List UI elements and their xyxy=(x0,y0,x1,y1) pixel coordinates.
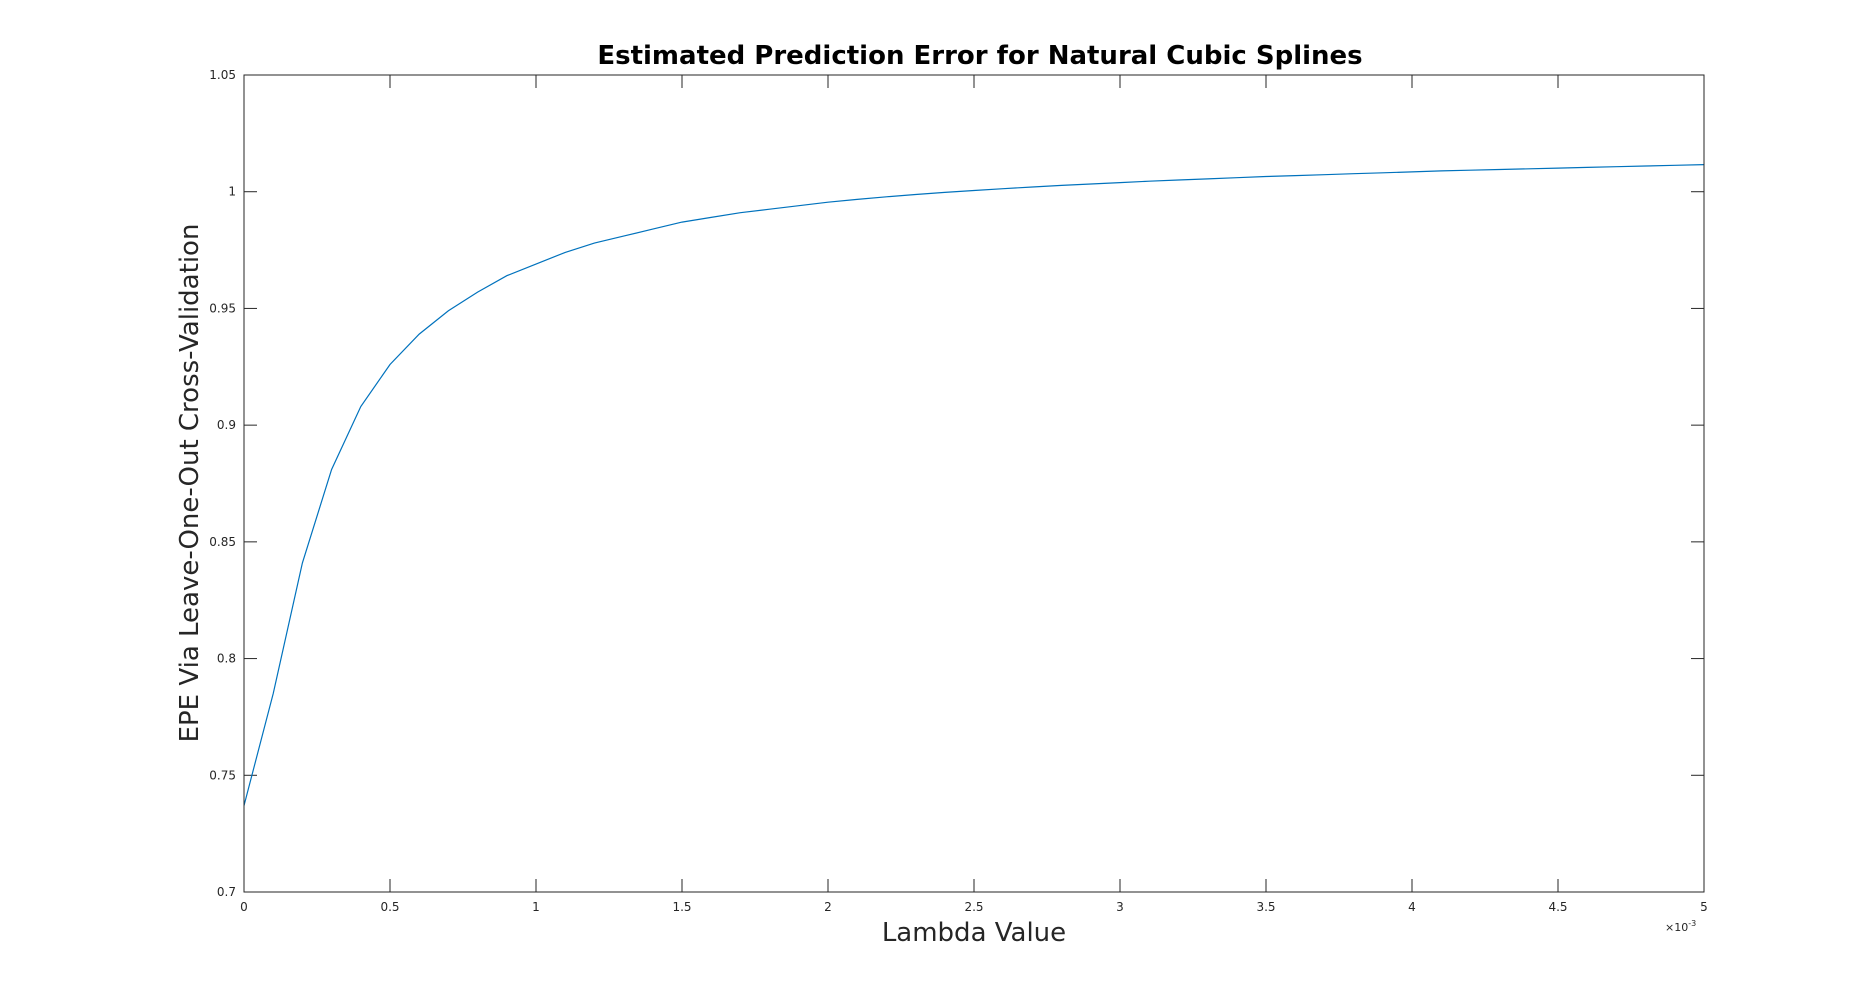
x-tick-label: 2.5 xyxy=(964,900,983,914)
y-tick-label: 0.7 xyxy=(217,885,236,899)
y-tick-label: 1.05 xyxy=(209,68,236,82)
x-exponent-base: ×10 xyxy=(1665,921,1688,934)
chart-title: Estimated Prediction Error for Natural C… xyxy=(597,41,1362,71)
x-tick-label: 3 xyxy=(1116,900,1124,914)
y-axis-label: EPE Via Leave-One-Out Cross-Validation xyxy=(175,224,205,743)
x-axis-label: Lambda Value xyxy=(882,918,1066,948)
x-tick-label: 0.5 xyxy=(380,900,399,914)
y-tick-label: 0.85 xyxy=(209,535,236,549)
ticks: 0 0.5 1 1.5 2 2.5 3 3.5 4 4.5 5 0.7 0.75 0.8 0.85 0.9 0.… xyxy=(209,68,1708,914)
x-tick-label: 5 xyxy=(1700,900,1708,914)
x-tick-label: 2 xyxy=(824,900,832,914)
x-tick-label: 1 xyxy=(532,900,540,914)
x-tick-label: 4 xyxy=(1408,900,1416,914)
y-tick-label: 0.75 xyxy=(209,768,236,782)
series-line xyxy=(243,164,1705,806)
y-tick-label: 1 xyxy=(228,185,236,199)
plot-area xyxy=(244,75,1704,892)
x-exponent-label: ×10-3 xyxy=(1665,919,1696,934)
y-tick-label: 0.9 xyxy=(217,418,236,432)
x-tick-label: 0 xyxy=(240,900,248,914)
x-tick-label: 3.5 xyxy=(1256,900,1275,914)
x-exponent-power: -3 xyxy=(1688,919,1696,928)
x-tick-label: 4.5 xyxy=(1548,900,1567,914)
plot-frame xyxy=(243,74,1705,893)
x-tick-label: 1.5 xyxy=(672,900,691,914)
y-tick-label: 0.95 xyxy=(209,301,236,315)
y-tick-label: 0.8 xyxy=(217,652,236,666)
